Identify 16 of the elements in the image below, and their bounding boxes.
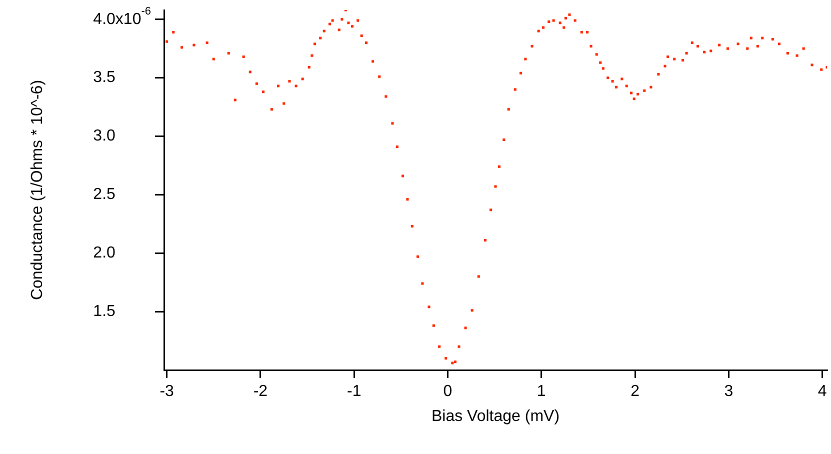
y-tick-label: 1.5 bbox=[93, 302, 116, 320]
y-tick-label: 3.0 bbox=[93, 128, 116, 145]
x-axis-title: Bias Voltage (mV) bbox=[431, 408, 560, 425]
x-tick-label: -3 bbox=[160, 383, 174, 400]
x-tick-label: 3 bbox=[724, 383, 734, 400]
x-tick-label: 0 bbox=[443, 383, 452, 400]
y-tick-label: 4.0 bbox=[93, 10, 116, 28]
x-tick-label: 4 bbox=[818, 383, 827, 400]
x-tick-label: -2 bbox=[253, 383, 268, 400]
x-tick-label: 1 bbox=[536, 383, 546, 400]
x-tick-label: 2 bbox=[630, 383, 640, 400]
y-axis-title: Conductance (1/Ohms * 10^-6) bbox=[29, 80, 46, 300]
y-tick-label: 2.5 bbox=[93, 186, 116, 204]
y-tick-label: 2.0 bbox=[93, 244, 116, 262]
y-tick-label: 3.5 bbox=[93, 69, 116, 86]
x-tick-label: -1 bbox=[346, 383, 362, 400]
